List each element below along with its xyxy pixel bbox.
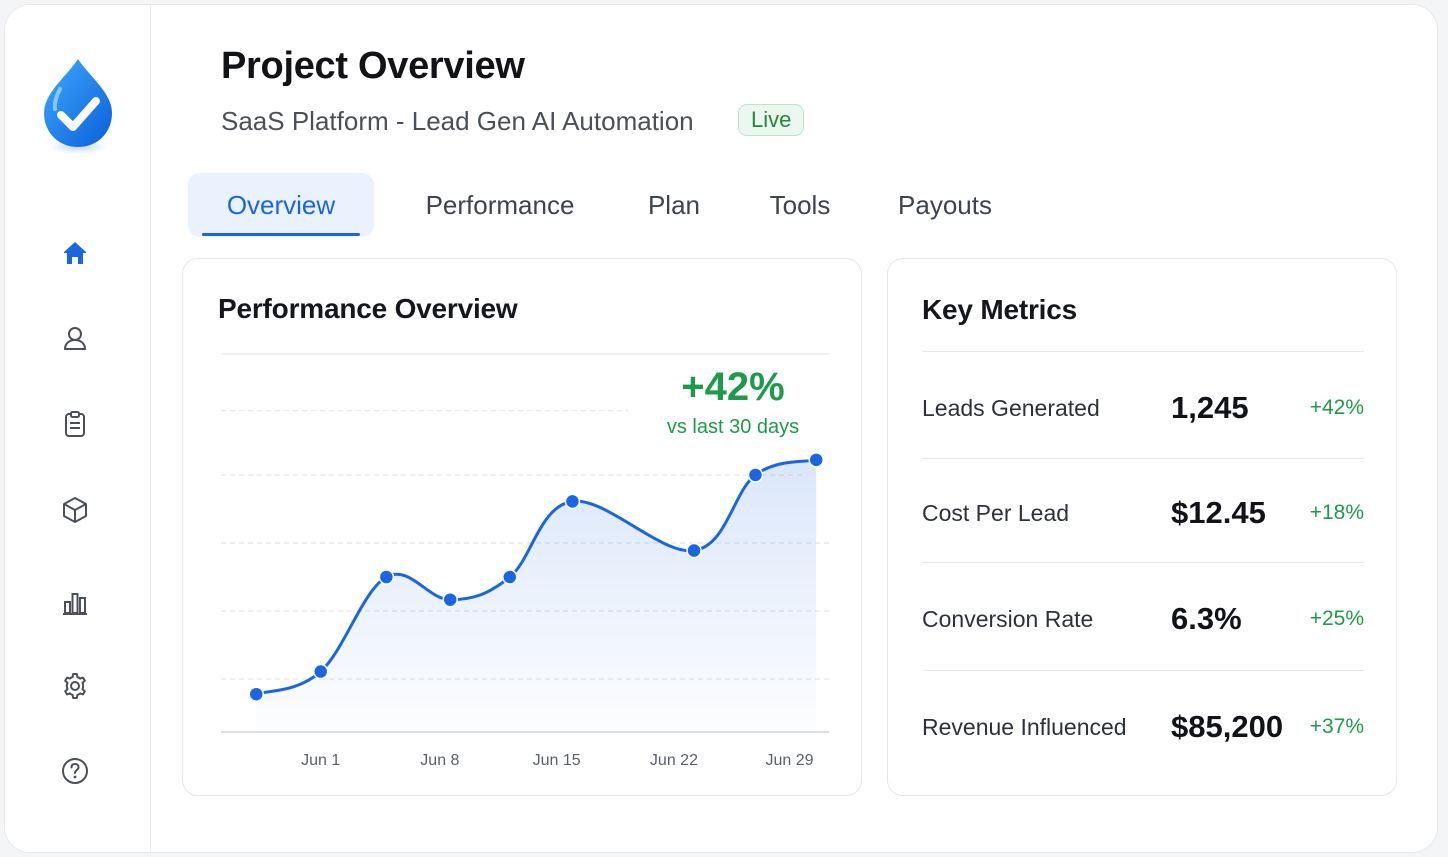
chart-data-point	[564, 493, 581, 510]
app-window: Project Overview SaaS Platform - Lead Ge…	[4, 4, 1438, 853]
chart-data-point	[442, 591, 458, 608]
metric-row-cost-per-lead: Cost Per Lead $12.45 +18%	[922, 460, 1364, 566]
metric-change: +25%	[1309, 607, 1364, 630]
performance-card-title: Performance Overview	[218, 293, 518, 324]
metrics-divider	[922, 351, 1364, 352]
performance-chart: Jun 1 Jun 8 Jun 15 Jun 22 Jun 29	[221, 353, 829, 769]
chart-tick-label: Jun 15	[533, 752, 581, 769]
metric-value: 1,245	[1171, 390, 1249, 425]
metrics-divider	[922, 458, 1364, 459]
tab-performance[interactable]: Performance	[425, 189, 575, 220]
box-icon	[63, 497, 87, 523]
bar-chart-icon	[63, 593, 87, 615]
sidebar	[5, 5, 151, 852]
status-badge: Live	[738, 104, 805, 136]
tab-overview[interactable]: Overview	[188, 173, 374, 237]
sidebar-item-home[interactable]	[58, 236, 92, 270]
metric-change: +37%	[1309, 715, 1364, 738]
chart-tick-label: Jun 8	[420, 752, 459, 769]
chart-tick-label: Jun 22	[650, 752, 698, 769]
chart-area-fill	[256, 459, 817, 732]
metric-value: 6.3%	[1171, 601, 1242, 636]
chart-tick-label: Jun 29	[765, 752, 813, 769]
sidebar-item-settings[interactable]	[58, 669, 92, 703]
sidebar-item-tasks[interactable]	[58, 407, 92, 441]
metric-value: $12.45	[1171, 495, 1266, 530]
metric-change: +42%	[1309, 396, 1364, 419]
clipboard-icon	[65, 411, 85, 437]
sidebar-item-help[interactable]	[58, 754, 92, 788]
chart-data-point	[686, 542, 702, 559]
chart-series-line	[254, 458, 818, 696]
sidebar-item-analytics[interactable]	[58, 585, 92, 619]
gear-icon	[64, 673, 86, 699]
metric-label: Leads Generated	[922, 394, 1100, 421]
metrics-divider	[922, 562, 1364, 563]
sidebar-item-products[interactable]	[58, 493, 92, 527]
logo-icon	[38, 55, 118, 155]
metric-row-conversion-rate: Conversion Rate 6.3% +25%	[922, 566, 1364, 672]
page-title: Project Overview	[221, 45, 525, 87]
chart-data-point	[502, 569, 518, 585]
metrics-card-title: Key Metrics	[922, 294, 1077, 325]
metric-row-revenue-influenced: Revenue Influenced $85,200 +37%	[922, 674, 1364, 780]
home-icon	[64, 242, 86, 264]
chart-data-point	[378, 569, 395, 585]
chart-data-point	[312, 663, 329, 680]
chart-tick-label: Jun 1	[301, 752, 340, 769]
tab-tools[interactable]: Tools	[769, 189, 831, 220]
user-icon	[64, 327, 86, 350]
chart-data-point	[248, 686, 265, 702]
sidebar-item-profile[interactable]	[58, 321, 92, 355]
metric-label: Revenue Influenced	[922, 713, 1127, 740]
metrics-divider	[922, 670, 1364, 671]
chart-data-point	[747, 467, 764, 483]
chart-data-point	[808, 452, 824, 468]
metric-label: Conversion Rate	[922, 605, 1094, 632]
metric-label: Cost Per Lead	[922, 499, 1070, 526]
metric-row-leads: Leads Generated 1,245 +42%	[922, 355, 1364, 461]
performance-overview-card: Performance Overview Jun 1 Jun 8 Jun 15 Jun…	[182, 258, 862, 796]
key-metrics-card: Key Metrics Leads Generated 1,245 +42% C…	[887, 258, 1397, 796]
help-icon	[62, 758, 88, 784]
tab-payouts[interactable]: Payouts	[898, 189, 992, 220]
active-tab-indicator	[202, 233, 360, 236]
project-subtitle: SaaS Platform - Lead Gen AI Automation	[221, 106, 694, 136]
metric-change: +18%	[1309, 501, 1364, 524]
growth-percentage: +42%	[681, 365, 785, 409]
tab-plan[interactable]: Plan	[647, 189, 701, 220]
growth-comparison-caption: vs last 30 days	[666, 416, 800, 438]
metric-value: $85,200	[1171, 709, 1284, 744]
